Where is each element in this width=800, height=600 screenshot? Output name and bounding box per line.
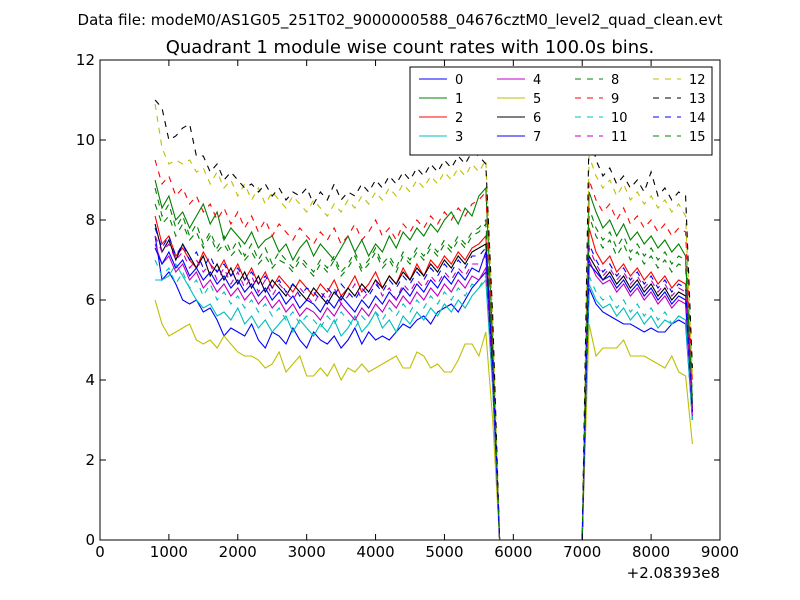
- legend-box: [409, 66, 713, 156]
- legend-label-14: 14: [689, 111, 706, 126]
- series-line-13: [154, 99, 693, 541]
- legend-label-8: 8: [611, 73, 619, 88]
- y-tick-label: 6: [85, 291, 95, 309]
- series-line-12: [154, 103, 693, 541]
- legend-label-0: 0: [455, 73, 463, 88]
- series-line-5: [154, 299, 693, 541]
- x-tick-label: 0: [95, 543, 105, 561]
- y-tick-label: 0: [85, 531, 95, 549]
- series-line-3: [155, 262, 693, 541]
- legend-label-10: 10: [611, 111, 628, 126]
- series-line-4: [154, 243, 693, 541]
- legend-label-5: 5: [533, 92, 541, 107]
- series-line-15: [154, 203, 693, 541]
- x-tick-label: 3000: [288, 543, 326, 561]
- x-tick-label: 2000: [219, 543, 257, 561]
- legend-label-9: 9: [611, 92, 619, 107]
- y-tick-label: 4: [85, 371, 95, 389]
- x-offset-label: +2.08393e8: [627, 564, 720, 582]
- legend-label-7: 7: [533, 130, 541, 145]
- series-line-14: [154, 227, 693, 541]
- axis-ticks: 0 1000 2000 3000 4000 5000 6000 7000 8000 9000 0 2 4…: [76, 51, 739, 561]
- x-tick-label: 6000: [494, 543, 532, 561]
- series-line-7: [154, 247, 693, 541]
- legend-label-6: 6: [533, 111, 541, 126]
- legend-label-13: 13: [689, 92, 706, 107]
- x-tick-label: 5000: [425, 543, 463, 561]
- series-line-10: [154, 259, 693, 541]
- x-tick-label: 7000: [563, 543, 601, 561]
- x-tick-label: 9000: [701, 543, 739, 561]
- legend-label-2: 2: [455, 111, 463, 126]
- legend-label-3: 3: [455, 130, 463, 145]
- legend-label-4: 4: [533, 73, 541, 88]
- legend-label-11: 11: [611, 130, 628, 145]
- legend-label-1: 1: [455, 92, 463, 107]
- y-tick-label: 12: [76, 51, 95, 69]
- legend-label-15: 15: [689, 130, 706, 145]
- series-layer: [154, 99, 693, 541]
- x-tick-label: 1000: [150, 543, 188, 561]
- x-tick-label: 8000: [632, 543, 670, 561]
- series-line-8: [154, 187, 693, 541]
- y-tick-label: 2: [85, 451, 95, 469]
- legend-label-12: 12: [689, 73, 706, 88]
- series-line-1: [154, 179, 693, 541]
- y-tick-label: 8: [85, 211, 95, 229]
- x-tick-label: 4000: [356, 543, 394, 561]
- series-line-0: [154, 235, 693, 541]
- chart-title: Quadrant 1 module wise count rates with …: [166, 37, 655, 58]
- figure-suptitle: Data file: modeM0/AS1G05_251T02_90000005…: [78, 11, 723, 30]
- y-tick-label: 10: [76, 131, 95, 149]
